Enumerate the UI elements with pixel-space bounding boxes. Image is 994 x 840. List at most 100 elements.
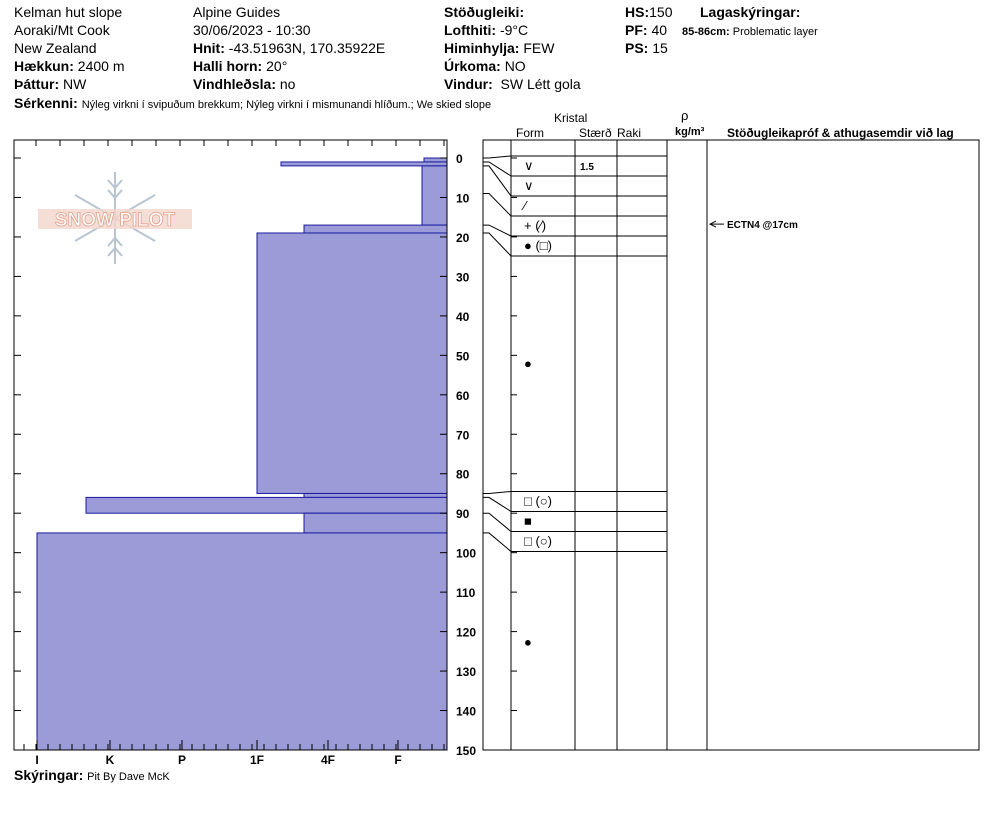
wind-loading-label: Vindhleðsla: xyxy=(193,76,276,92)
datetime: 30/06/2023 - 10:30 xyxy=(193,22,311,38)
layer-connector xyxy=(483,155,512,159)
hardness-tick-label: I xyxy=(35,753,38,767)
layer-connector xyxy=(483,532,512,552)
depth-tick-label: 0 xyxy=(456,152,463,166)
snowpilot-logo: SNOW PILOT xyxy=(38,172,192,264)
grain-table-frame xyxy=(482,139,980,751)
ps-label: PS: xyxy=(625,40,649,56)
air-temp-value: -9°C xyxy=(499,22,529,38)
layer-note: 85-86cm: Problematic layer xyxy=(682,24,818,40)
hs-label: HS: xyxy=(625,4,650,20)
ps-value: 15 xyxy=(652,40,668,56)
test-arrowhead xyxy=(708,220,717,228)
layer-connector xyxy=(483,490,512,494)
layer-connector xyxy=(483,165,512,197)
coords-label: Hnit: xyxy=(193,40,225,56)
hardness-bar-8 xyxy=(36,532,448,751)
grain-form: ● xyxy=(524,634,532,649)
wind-label: Vindur: xyxy=(444,76,493,92)
depth-tick-label: 120 xyxy=(456,626,476,640)
hardness-tick-label: F xyxy=(394,753,401,767)
aspect-label: Þáttur: xyxy=(14,76,60,92)
hardness-bars xyxy=(36,157,448,751)
features-label: Sérkenni: xyxy=(14,95,78,111)
hs: HS:150 xyxy=(625,4,672,20)
depth-axis: 0 10 20 30 40 50 60 70 80 90 100 110 120 130 140 150 xyxy=(14,152,476,758)
ps: PS: 15 xyxy=(625,40,668,56)
col-form: Form xyxy=(516,126,544,140)
air-temp-label: Lofthiti: xyxy=(444,22,497,38)
precip-label: Úrkoma: xyxy=(444,58,501,74)
aspect: Þáttur: NW xyxy=(14,76,86,92)
location: Kelman hut slope xyxy=(14,4,123,20)
grain-form: □ (○) xyxy=(524,533,552,548)
pf-label: PF: xyxy=(625,22,648,38)
hardness-tick-label: P xyxy=(178,753,186,767)
wind: Vindur: SW Létt gola xyxy=(444,76,581,92)
footer-notes-value: Pit By Dave McK xyxy=(87,771,170,783)
elevation: Hækkun: 2400 m xyxy=(14,58,125,74)
features: Sérkenni: Nýleg virkni í svipuðum brekku… xyxy=(14,95,491,113)
footer-notes: Skýringar: Pit By Dave McK xyxy=(14,767,170,785)
footer-notes-label: Skýringar: xyxy=(14,767,84,783)
country: New Zealand xyxy=(14,40,97,56)
hardness-bar-2 xyxy=(421,165,448,226)
col-crystal: Kristal xyxy=(554,111,588,125)
layer-notes-label: Lagaskýringar: xyxy=(700,4,801,20)
col-tests: Stöðugleikapróf & athugasemdir við lag xyxy=(727,126,954,140)
layer-connector xyxy=(483,512,512,532)
depth-tick-label: 20 xyxy=(456,231,470,245)
grain-form: □ (○) xyxy=(524,493,552,508)
pf-value: 40 xyxy=(651,22,668,38)
hardness-bar-4 xyxy=(256,232,448,494)
grain-form: ■ xyxy=(524,513,532,528)
hardness-bar-7 xyxy=(303,512,448,534)
wind-value: SW Létt gola xyxy=(500,76,581,92)
layer-note-range: 85-86cm: xyxy=(682,26,730,38)
hardness-bar-5 xyxy=(303,492,448,498)
slope: Halli horn: 20° xyxy=(193,58,287,74)
depth-tick-label: 140 xyxy=(456,705,476,719)
layer-connector xyxy=(483,496,512,512)
hardness-tick-label: 1F xyxy=(250,753,264,767)
grain-form: ⁄ xyxy=(521,198,528,213)
grain-form: + (⁄) xyxy=(524,218,546,233)
col-size: Stærð xyxy=(579,126,612,140)
depth-tick-label: 150 xyxy=(456,744,476,758)
stability-tests: ECTN4 @17cm xyxy=(708,220,798,231)
col-density-symbol: ρ xyxy=(681,108,689,123)
wind-loading-value: no xyxy=(279,76,296,92)
sky: Himinhylja: FEW xyxy=(444,40,554,56)
grain-table: ∨ 1.5 ∨ ⁄ + (⁄) ● (□) ● □ (○) ■ □ (○) ● xyxy=(482,139,980,751)
test-label: ECTN4 @17cm xyxy=(727,220,798,231)
coords: Hnit: -43.51963N, 170.35922E xyxy=(193,40,385,56)
elevation-label: Hækkun: xyxy=(14,58,74,74)
depth-tick-label: 100 xyxy=(456,547,476,561)
depth-tick-label: 10 xyxy=(456,191,470,205)
hardness-frame xyxy=(13,139,448,751)
layer-connector xyxy=(483,224,512,237)
depth-tick-label: 70 xyxy=(456,428,470,442)
slope-label: Halli horn: xyxy=(193,58,263,74)
layer-connector xyxy=(483,161,512,177)
hardness-tick-label: K xyxy=(106,753,115,767)
depth-tick-label: 40 xyxy=(456,310,470,324)
hardness-tick-label: 4F xyxy=(321,753,335,767)
grain-form: ● (□) xyxy=(524,238,552,253)
depth-tick-label: 30 xyxy=(456,270,470,284)
stability-label: Stöðugleiki: xyxy=(444,4,525,20)
hardness-bar-1 xyxy=(280,161,448,167)
features-value: Nýleg virkni í svipuðum brekkum; Nýleg v… xyxy=(81,99,492,111)
grain-form: ∨ xyxy=(524,158,534,173)
col-density-unit: kg/m³ xyxy=(675,126,705,138)
coords-value: -43.51963N, 170.35922E xyxy=(228,40,386,56)
col-moisture: Raki xyxy=(617,126,642,140)
hardness-bar-3 xyxy=(303,224,448,234)
aspect-value: NW xyxy=(63,76,87,92)
depth-tick-label: 90 xyxy=(456,507,470,521)
pf: PF: 40 xyxy=(625,22,667,38)
depth-tick-label: 60 xyxy=(456,389,470,403)
depth-tick-label: 130 xyxy=(456,665,476,679)
wind-loading: Vindhleðsla: no xyxy=(193,76,295,92)
